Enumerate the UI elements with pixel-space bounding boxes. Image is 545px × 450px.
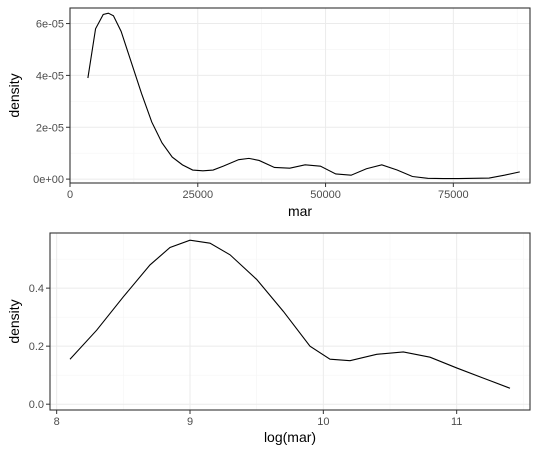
x-tick-label: 9 (187, 416, 193, 428)
x-tick-label: 0 (67, 189, 73, 201)
y-axis-title: density (6, 299, 22, 343)
x-tick-label: 50000 (310, 189, 341, 201)
x-axis-title: mar (288, 203, 312, 219)
x-tick-label: 75000 (438, 189, 469, 201)
density-curve (69, 239, 511, 389)
y-tick-label: 0.2 (29, 341, 44, 353)
y-tick-label: 0.4 (29, 283, 44, 295)
x-tick-label: 10 (317, 416, 329, 428)
y-axis-title: density (6, 73, 22, 117)
x-tick-label: 11 (451, 416, 462, 428)
x-tick-label: 25000 (182, 189, 213, 201)
panel-border (69, 7, 531, 184)
top-density-panel: 0 25000 50000 75000 0e+00 2e-05 4e-05 6e-05 mar d… (6, 7, 531, 219)
bottom-density-panel: 8 9 10 11 0.0 0.2 0.4 log(mar) density (6, 232, 531, 445)
y-tick-label: 0.0 (29, 399, 44, 411)
y-tick-label: 2e-05 (36, 122, 64, 134)
x-axis-title: log(mar) (264, 429, 316, 445)
x-tick-label: 8 (54, 416, 60, 428)
y-tick-label: 6e-05 (36, 19, 64, 31)
density-curve (87, 12, 520, 180)
panel-border (49, 232, 531, 411)
y-tick-label: 0e+00 (33, 174, 64, 186)
y-tick-label: 4e-05 (36, 70, 64, 82)
